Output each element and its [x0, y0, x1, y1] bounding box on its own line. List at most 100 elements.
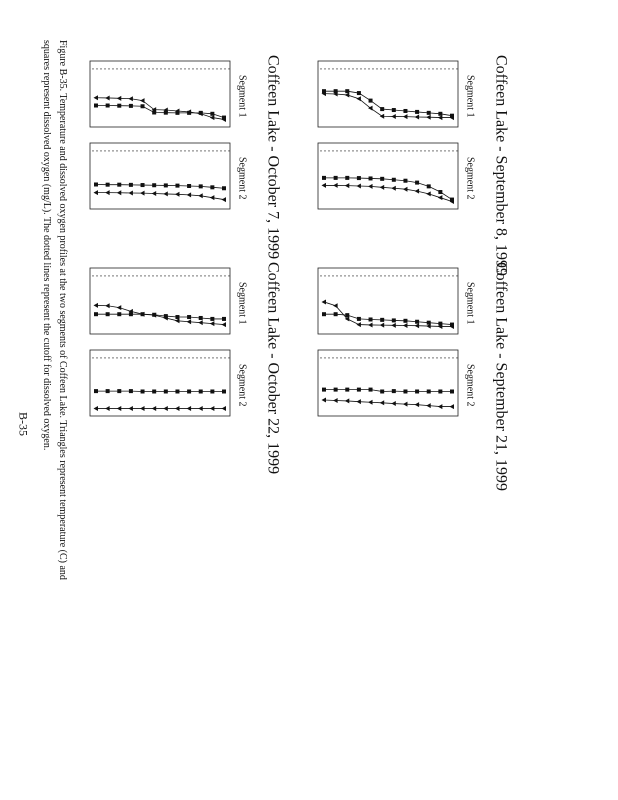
oxygen-point — [368, 317, 373, 322]
oxygen-point — [450, 322, 454, 327]
oxygen-point — [117, 312, 122, 317]
oxygen-point — [222, 316, 226, 321]
segment-label: Segment 2 — [237, 157, 248, 200]
temperature-point — [209, 405, 215, 411]
oxygen-point — [322, 312, 326, 317]
temperature-point — [402, 323, 408, 329]
temperature-point — [344, 92, 350, 98]
temperature-point — [116, 305, 122, 311]
oxygen-point — [128, 182, 133, 187]
oxygen-point — [322, 387, 326, 392]
temperature-point — [93, 302, 98, 308]
oxygen-point — [94, 182, 98, 187]
temperature-point — [402, 114, 408, 120]
oxygen-point — [187, 183, 192, 188]
temperature-point — [344, 398, 350, 404]
temperature-point — [128, 190, 133, 196]
temperature-point — [402, 186, 408, 192]
oxygen-point — [198, 184, 203, 189]
temperature-point — [116, 405, 122, 411]
segment-label: Segment 2 — [465, 364, 476, 407]
oxygen-point — [140, 183, 145, 188]
oxygen-point — [403, 389, 408, 394]
oxygen-point — [152, 183, 157, 188]
temperature-point — [321, 182, 326, 188]
oxygen-line — [324, 389, 452, 392]
oxygen-point — [333, 312, 338, 317]
oxygen-point — [368, 387, 373, 392]
oxygen-point — [210, 111, 215, 116]
chart-frame — [317, 142, 459, 210]
oxygen-point — [187, 110, 192, 115]
temperature-point — [437, 115, 443, 121]
temperature-point — [186, 192, 192, 198]
oxygen-point — [94, 103, 98, 108]
chart-frame — [89, 60, 231, 128]
segment-label: Segment 2 — [465, 157, 476, 200]
oxygen-point — [438, 111, 443, 116]
oxygen-point — [94, 312, 98, 317]
temperature-line — [323, 93, 452, 118]
oxygen-point — [391, 108, 396, 113]
oxygen-point — [426, 389, 431, 394]
temperature-point — [186, 319, 192, 325]
temperature-point — [402, 401, 408, 407]
chart-frame — [89, 349, 231, 417]
oxygen-point — [322, 89, 326, 94]
temperature-point — [356, 183, 361, 189]
oxygen-point — [322, 175, 326, 180]
oxygen-point — [117, 103, 122, 108]
temperature-point — [198, 320, 203, 326]
temperature-point — [426, 323, 431, 329]
oxygen-point — [380, 176, 385, 181]
chart-frame — [89, 142, 231, 210]
oxygen-point — [163, 314, 168, 319]
temperature-point — [140, 190, 145, 196]
oxygen-point — [345, 313, 350, 318]
temperature-point — [116, 190, 122, 196]
chart-frame — [89, 267, 231, 335]
temperature-point — [321, 397, 326, 403]
oxygen-point — [345, 387, 350, 392]
oxygen-point — [163, 110, 168, 115]
temperature-point — [93, 95, 98, 101]
temperature-point — [93, 405, 98, 411]
temperature-point — [449, 404, 454, 410]
oxygen-point — [105, 182, 110, 187]
temperature-point — [368, 322, 373, 328]
oxygen-point — [105, 103, 110, 108]
oxygen-point — [438, 190, 443, 195]
oxygen-point — [94, 389, 98, 394]
temperature-point — [333, 303, 338, 309]
temperature-point — [414, 114, 420, 120]
segment-label: Segment 1 — [465, 282, 476, 325]
oxygen-point — [152, 389, 157, 394]
oxygen-point — [415, 389, 420, 394]
oxygen-point — [105, 389, 110, 394]
temperature-point — [221, 405, 226, 411]
oxygen-line — [95, 184, 225, 189]
temperature-point — [140, 98, 145, 104]
oxygen-point — [450, 197, 454, 202]
panel-title: Coffeen Lake - October 7, 1999 — [264, 55, 281, 259]
oxygen-point — [222, 389, 226, 394]
temperature-line — [95, 97, 225, 120]
temperature-point — [437, 195, 443, 201]
temperature-point — [174, 405, 180, 411]
oxygen-point — [356, 316, 361, 321]
temperature-point — [344, 316, 350, 322]
oxygen-point — [368, 176, 373, 181]
oxygen-point — [450, 113, 454, 118]
panel-title: Coffeen Lake - September 8, 1999 — [492, 55, 509, 276]
temperature-point — [391, 322, 396, 328]
temperature-point — [105, 405, 110, 411]
temperature-point — [163, 405, 168, 411]
oxygen-point — [333, 387, 338, 392]
oxygen-point — [198, 389, 203, 394]
oxygen-point — [198, 110, 203, 115]
temperature-point — [116, 95, 122, 101]
temperature-point — [391, 401, 396, 407]
oxygen-point — [333, 89, 338, 94]
temperature-point — [437, 404, 443, 410]
